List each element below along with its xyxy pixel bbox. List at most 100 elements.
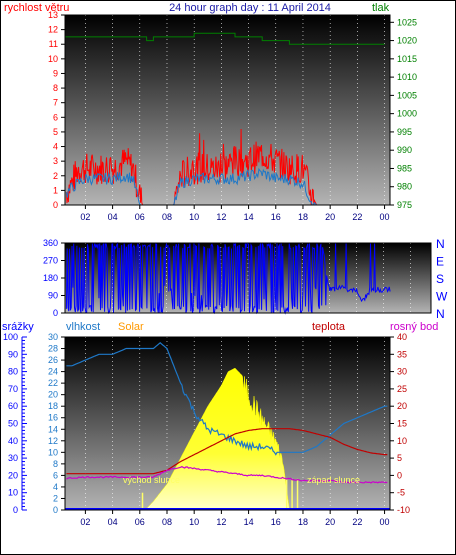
compass-label: S: [436, 272, 444, 286]
direction-plot-border: [64, 242, 432, 314]
rain-ytick-label: 100: [3, 332, 18, 342]
climate-xtick-label: 06: [135, 517, 145, 527]
humidity-ytick-label: 30: [48, 332, 58, 342]
temperature-y-ticks: -10 -5 0 5 10 15 20 25 30 35 40: [390, 332, 410, 515]
wind-ytick-label: 10: [48, 54, 58, 64]
humidity-ytick-label: 2: [53, 493, 58, 503]
wind-ytick-label: 8: [53, 83, 58, 93]
humidity-ytick-label: 10: [48, 447, 58, 457]
humidity-ytick-label: 6: [53, 470, 58, 480]
wind-xtick-label: 08: [162, 212, 172, 222]
direction-ytick-label: 180: [43, 273, 58, 283]
wind-ytick-label: 2: [53, 171, 58, 181]
rain-ytick-label: 50: [8, 419, 18, 429]
humidity-axis-label: vlhkost: [66, 321, 100, 333]
humidity-ytick-label: 26: [48, 355, 58, 365]
wind-xtick-label: 22: [352, 212, 362, 222]
wind-ytick-label: 7: [53, 98, 58, 108]
rain-ytick-label: 80: [8, 367, 18, 377]
rain-ytick-label: 10: [8, 488, 18, 498]
pressure-ytick-label: 980: [397, 182, 412, 192]
wind-xtick-label: 04: [108, 212, 118, 222]
humidity-line: [66, 342, 388, 456]
wind-xtick-label: 18: [298, 212, 308, 222]
direction-ytick-label: 270: [43, 256, 58, 266]
wind-xtick-label: 10: [189, 212, 199, 222]
climate-xtick-label: 14: [244, 517, 254, 527]
pressure-ytick-label: 1010: [397, 72, 417, 82]
humidity-ytick-label: 16: [48, 413, 58, 423]
climate-xtick-label: 18: [298, 517, 308, 527]
rain-ytick-label: 90: [8, 349, 18, 359]
pressure-ytick-label: 1005: [397, 90, 417, 100]
direction-ytick-label: 360: [43, 238, 58, 248]
rain-ytick-label: 30: [8, 453, 18, 463]
compass-label: N: [436, 307, 445, 321]
solar-area: [144, 367, 290, 511]
direction-ytick-label: 0: [53, 308, 58, 318]
wind-xtick-label: 06: [135, 212, 145, 222]
humidity-ytick-label: 0: [53, 505, 58, 515]
solar-axis-label: Solar: [118, 321, 144, 333]
climate-xtick-label: 20: [325, 517, 335, 527]
humidity-ytick-label: 8: [53, 459, 58, 469]
temperature-ytick-label: -5: [397, 488, 405, 498]
climate-xtick-label: 22: [352, 517, 362, 527]
climate-xtick-label: 00: [380, 517, 390, 527]
wind-ytick-label: 5: [53, 127, 58, 137]
compass-label: N: [436, 237, 445, 251]
wind-ytick-label: 12: [48, 25, 58, 35]
humidity-ytick-label: 4: [53, 482, 58, 492]
climate-xtick-label: 10: [189, 517, 199, 527]
compass-label: E: [436, 255, 444, 269]
wind-xtick-label: 16: [271, 212, 281, 222]
wind-xtick-label: 02: [80, 212, 90, 222]
wind-xtick-label: 20: [325, 212, 335, 222]
wind-axis-label: rychlost větru: [4, 2, 69, 14]
wind-xtick-label: 12: [216, 212, 226, 222]
temperature-ytick-label: 0: [397, 470, 402, 480]
rain-y-ticks: 0 10 20 30 40 50 60 70 80 90 100: [3, 332, 27, 515]
humidity-ytick-label: 12: [48, 436, 58, 446]
temperature-ytick-label: 30: [397, 367, 407, 377]
pressure-ytick-label: 1015: [397, 54, 417, 64]
dewpoint-axis-label: rosný bod: [390, 321, 438, 333]
dewpoint-line: [66, 465, 388, 484]
humidity-ytick-label: 22: [48, 378, 58, 388]
rain-ytick-label: 20: [8, 470, 18, 480]
temperature-ytick-label: 20: [397, 401, 407, 411]
climate-series: [65, 342, 390, 511]
humidity-ytick-label: 18: [48, 401, 58, 411]
direction-y-ticks: 0 90 180 270 360: [43, 238, 65, 318]
sunrise-label: východ slunce: [123, 475, 180, 485]
wind-xtick-label: 00: [380, 212, 390, 222]
pressure-ytick-label: 1025: [397, 17, 417, 27]
temperature-ytick-label: 40: [397, 332, 407, 342]
pressure-ytick-label: 990: [397, 145, 412, 155]
pressure-ytick-label: 1000: [397, 109, 417, 119]
humidity-ytick-label: 20: [48, 390, 58, 400]
pressure-ytick-label: 1020: [397, 36, 417, 46]
wind-x-ticks: 02 04 06 08 10 12 14 16 18 20 22 00: [80, 205, 390, 222]
temperature-ytick-label: 10: [397, 436, 407, 446]
climate-plot-border: [64, 336, 391, 511]
rain-ytick-label: 0: [13, 505, 18, 515]
rain-axis-label: srážky: [2, 321, 34, 333]
wind-ytick-label: 11: [49, 39, 58, 49]
direction-series: [65, 241, 391, 315]
wind-ytick-label: 6: [53, 112, 58, 122]
climate-x-ticks: 02 04 06 08 10 12 14 16 18 20 22 00: [80, 510, 390, 527]
temperature-ytick-label: 15: [397, 419, 407, 429]
humidity-ytick-label: 28: [48, 344, 58, 354]
direction-ytick-label: 90: [48, 291, 58, 301]
climate-xtick-label: 16: [271, 517, 281, 527]
compass-label: W: [436, 290, 448, 304]
humidity-ytick-label: 24: [48, 367, 58, 377]
rain-ytick-label: 70: [8, 384, 18, 394]
wind-ytick-label: 3: [53, 156, 58, 166]
wind-ytick-label: 9: [53, 68, 58, 78]
pressure-y-ticks: 975 980 985 990 995 1000 1005 1010 1015 1020 1025: [390, 17, 417, 210]
